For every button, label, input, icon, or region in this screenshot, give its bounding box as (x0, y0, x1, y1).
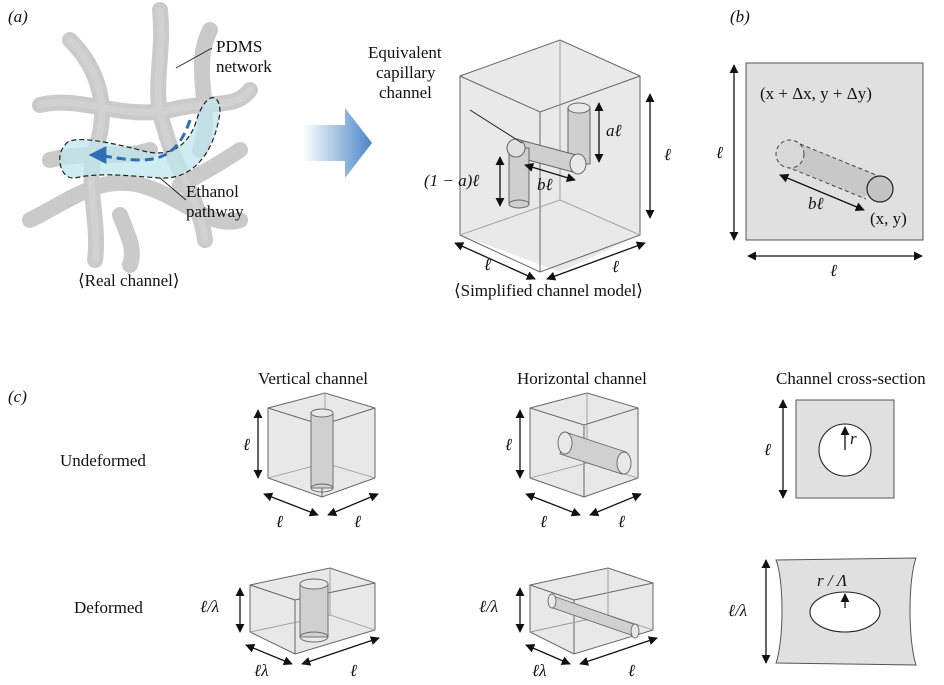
pdms-label-line1: PDMS (216, 37, 262, 56)
ethanol-flow-arrow (88, 119, 192, 165)
coord-bottom: (x, y) (870, 209, 907, 228)
panel-b-square (729, 62, 924, 261)
vu-dim-ell-side: ℓ (354, 512, 361, 531)
vd-dim-ell-side: ℓ (350, 661, 357, 680)
cross-section-undeformed (778, 399, 895, 499)
ethanol-leader (159, 177, 187, 201)
col-horizontal-header: Horizontal channel (517, 369, 647, 388)
cu-radius-r: r (850, 429, 857, 448)
cd-radius: r / Λ (817, 571, 848, 590)
hd-dim-ell-lambda: ℓλ (532, 661, 546, 680)
pdms-leader (175, 47, 213, 69)
model-caption: ⟨Simplified channel model⟩ (454, 281, 643, 300)
cu-dim-ell: ℓ (764, 440, 771, 459)
row-undeformed-label: Undeformed (60, 451, 146, 470)
row-deformed-label: Deformed (74, 598, 143, 617)
col-cross-section-header: Channel cross-section (776, 369, 926, 388)
dim-a-ell: aℓ (606, 121, 622, 140)
cd-dim-ell-over-lambda: ℓ/λ (728, 601, 747, 620)
horizontal-channel-undeformed (515, 392, 642, 517)
vu-dim-ell-front: ℓ (276, 512, 283, 531)
equivalent-label-line3: channel (379, 83, 432, 102)
transition-arrow (303, 108, 372, 178)
hd-dim-ell-side: ℓ (628, 661, 635, 680)
vd-dim-ell-lambda: ℓλ (254, 661, 268, 680)
panel-a-label: (a) (8, 7, 28, 26)
vu-dim-ell-h: ℓ (243, 435, 250, 454)
panel-b-label: (b) (730, 7, 750, 26)
panel-b-dim-ell-bottom: ℓ (830, 261, 837, 280)
equivalent-label-line2: capillary (376, 63, 436, 82)
dim-b-ell: bℓ (537, 175, 553, 194)
ethanol-label-line2: pathway (186, 202, 244, 221)
panel-c-label: (c) (8, 387, 27, 406)
coord-top: (x + Δx, y + Δy) (760, 84, 872, 103)
real-channel-caption: ⟨Real channel⟩ (78, 271, 180, 290)
simplified-model-cube (454, 39, 655, 281)
hu-dim-ell-side: ℓ (618, 512, 625, 531)
dim-ell-height: ℓ (664, 145, 671, 164)
panel-b-dim-b-ell: bℓ (808, 194, 824, 213)
vertical-channel-deformed (235, 567, 380, 666)
dim-ell-side: ℓ (612, 257, 619, 276)
cross-section-deformed (761, 557, 917, 666)
dim-one-minus-a-ell: (1 − a)ℓ (424, 171, 479, 190)
dim-ell-front: ℓ (484, 255, 491, 274)
horizontal-channel-deformed (515, 567, 658, 666)
ethanol-label-line1: Ethanol (186, 182, 239, 201)
vd-dim-ell-over-lambda: ℓ/λ (200, 597, 219, 616)
panel-b-dim-ell-left: ℓ (716, 143, 723, 162)
vertical-channel-undeformed (253, 392, 379, 517)
col-vertical-header: Vertical channel (258, 369, 368, 388)
hd-dim-ell-over-lambda: ℓ/λ (479, 597, 498, 616)
hu-dim-ell-front: ℓ (540, 512, 547, 531)
pdms-label-line2: network (216, 57, 272, 76)
hu-dim-ell-h: ℓ (505, 435, 512, 454)
equivalent-label-line1: Equivalent (368, 43, 442, 62)
